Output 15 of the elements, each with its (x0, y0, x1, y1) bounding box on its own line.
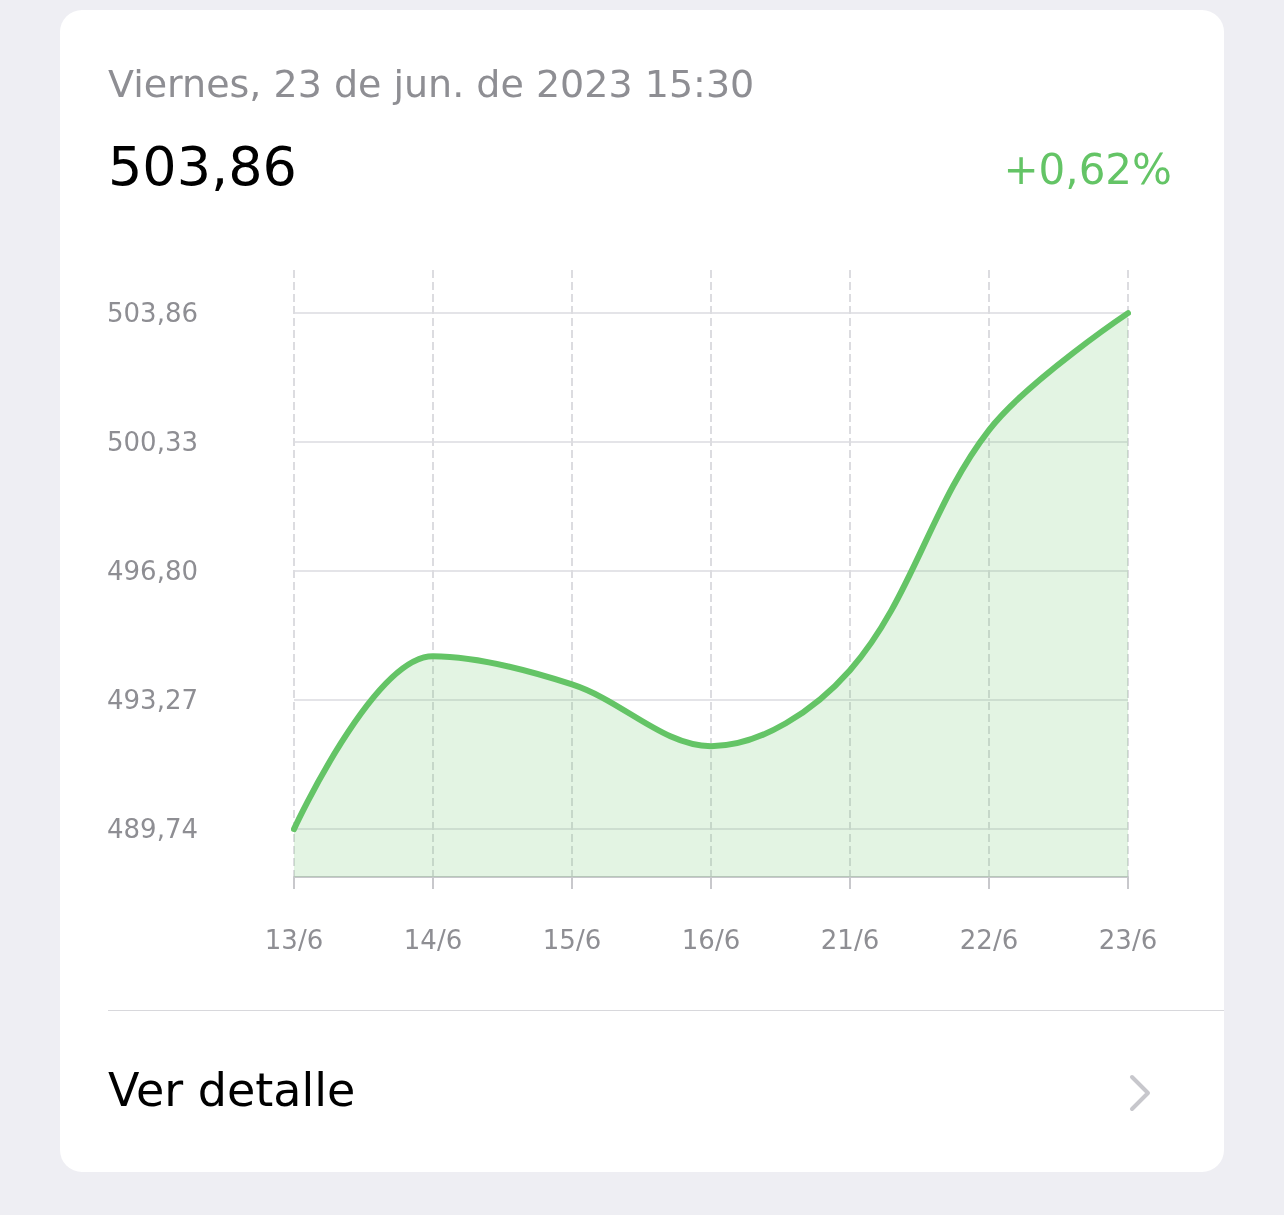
x-tick-label: 21/6 (820, 925, 880, 955)
y-tick-label: 503,86 (107, 298, 198, 329)
x-tick-label: 16/6 (681, 925, 741, 955)
y-tick-label: 496,80 (107, 556, 198, 587)
chart-title: Viernes, 23 de jun. de 2023 15:30 (108, 62, 755, 106)
text: Ver detalle (108, 1063, 356, 1117)
x-tick-label: 15/6 (542, 925, 602, 955)
y-tick-label: 489,74 (107, 814, 198, 845)
x-tick-label: 22/6 (959, 925, 1019, 955)
y-tick-label: 493,27 (107, 685, 198, 716)
x-tick-label: 14/6 (403, 925, 463, 955)
x-tick-label: 13/6 (264, 925, 324, 955)
x-tick-label: 23/6 (1098, 925, 1158, 955)
y-tick-label: 500,33 (107, 427, 198, 458)
text: +0,62% (1003, 145, 1172, 194)
